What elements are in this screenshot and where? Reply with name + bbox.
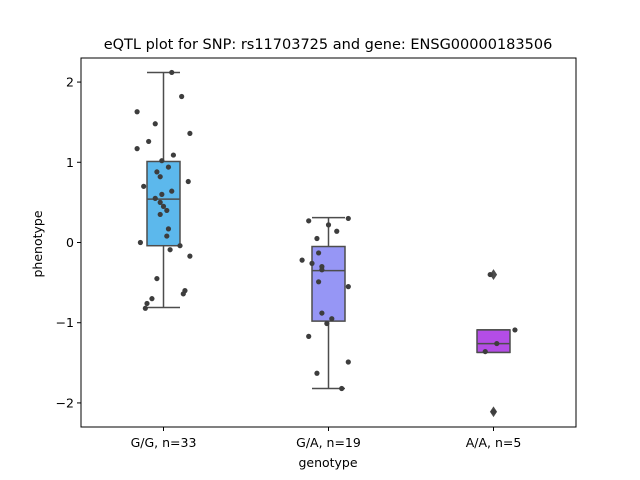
data-point — [316, 279, 322, 285]
data-point — [306, 218, 312, 224]
data-point — [160, 203, 167, 210]
data-point — [169, 188, 175, 194]
data-point — [134, 146, 140, 152]
data-point — [141, 183, 147, 189]
data-point — [339, 385, 345, 392]
data-point — [512, 327, 518, 333]
data-point — [157, 199, 163, 205]
data-point — [177, 243, 183, 249]
data-point — [146, 138, 152, 145]
data-point — [319, 310, 325, 316]
data-point — [154, 169, 160, 175]
data-point — [169, 69, 175, 76]
data-point — [329, 316, 335, 322]
data-point — [345, 215, 351, 222]
data-point — [306, 333, 312, 339]
data-point — [319, 267, 325, 273]
data-point — [187, 253, 193, 259]
data-point — [494, 340, 500, 347]
x-tick-label: A/A, n=5 — [466, 435, 522, 450]
data-point — [164, 207, 170, 214]
chart-title: eQTL plot for SNP: rs11703725 and gene: … — [104, 37, 553, 53]
data-point — [345, 359, 351, 365]
box-group — [476, 269, 511, 418]
box-group — [311, 216, 346, 390]
y-tick-label: −2 — [56, 395, 74, 410]
data-point — [314, 235, 320, 242]
data-point — [154, 275, 160, 282]
data-point — [167, 247, 173, 253]
iqr-box — [476, 329, 511, 354]
y-axis-label: phenotype — [30, 210, 45, 277]
data-point — [325, 222, 332, 228]
x-axis-label: genotype — [298, 455, 357, 470]
data-point — [299, 257, 305, 263]
data-point — [309, 260, 315, 266]
data-point — [165, 164, 172, 170]
iqr-box — [311, 245, 346, 322]
data-point — [170, 152, 176, 158]
x-tick-label: G/G, n=33 — [131, 435, 197, 450]
iqr-box — [146, 160, 181, 247]
data-point — [487, 271, 493, 278]
y-tick-label: −1 — [56, 315, 74, 330]
data-point — [142, 305, 148, 311]
data-point — [152, 121, 158, 127]
data-point — [324, 320, 330, 327]
y-axis: −2 −1 0 1 2 — [56, 75, 81, 410]
data-point — [134, 109, 140, 115]
data-point — [165, 226, 172, 232]
data-point — [144, 300, 150, 307]
y-tick-label: 2 — [66, 75, 74, 90]
data-point — [157, 174, 163, 180]
y-tick-label: 1 — [66, 155, 74, 170]
data-point — [482, 348, 488, 355]
data-point — [164, 233, 170, 239]
data-point — [157, 211, 163, 218]
data-point — [345, 284, 351, 290]
x-tick-label: G/A, n=19 — [296, 435, 361, 450]
y-tick-label: 0 — [66, 235, 74, 250]
data-point — [314, 370, 320, 376]
data-point — [179, 93, 185, 100]
data-point — [185, 178, 191, 185]
data-point — [490, 409, 497, 415]
data-point — [159, 158, 165, 164]
data-point — [334, 228, 340, 234]
data-point — [137, 239, 143, 246]
box-group — [146, 71, 181, 309]
data-point — [180, 291, 186, 297]
data-point — [316, 250, 322, 256]
x-axis: G/G, n=33 G/A, n=19 A/A, n=5 — [131, 427, 522, 450]
data-point — [152, 195, 158, 201]
data-point — [187, 130, 193, 137]
data-point — [159, 191, 165, 197]
data-point — [149, 296, 155, 302]
